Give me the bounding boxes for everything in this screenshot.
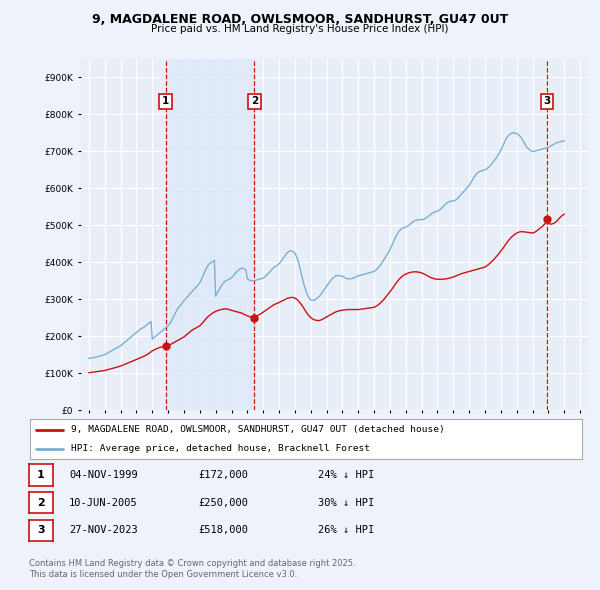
Text: £250,000: £250,000 <box>198 498 248 507</box>
Text: This data is licensed under the Open Government Licence v3.0.: This data is licensed under the Open Gov… <box>29 570 297 579</box>
Text: 3: 3 <box>37 526 44 535</box>
Text: 9, MAGDALENE ROAD, OWLSMOOR, SANDHURST, GU47 0UT: 9, MAGDALENE ROAD, OWLSMOOR, SANDHURST, … <box>92 13 508 26</box>
Text: 04-NOV-1999: 04-NOV-1999 <box>69 470 138 480</box>
Text: 27-NOV-2023: 27-NOV-2023 <box>69 526 138 535</box>
Text: 30% ↓ HPI: 30% ↓ HPI <box>318 498 374 507</box>
Text: 26% ↓ HPI: 26% ↓ HPI <box>318 526 374 535</box>
Text: Price paid vs. HM Land Registry's House Price Index (HPI): Price paid vs. HM Land Registry's House … <box>151 24 449 34</box>
Text: £518,000: £518,000 <box>198 526 248 535</box>
Text: 9, MAGDALENE ROAD, OWLSMOOR, SANDHURST, GU47 0UT (detached house): 9, MAGDALENE ROAD, OWLSMOOR, SANDHURST, … <box>71 425 445 434</box>
Text: 24% ↓ HPI: 24% ↓ HPI <box>318 470 374 480</box>
Text: HPI: Average price, detached house, Bracknell Forest: HPI: Average price, detached house, Brac… <box>71 444 370 454</box>
Text: 1: 1 <box>37 470 44 480</box>
Bar <box>166 59 254 410</box>
Text: 10-JUN-2005: 10-JUN-2005 <box>69 498 138 507</box>
Text: 2: 2 <box>37 498 44 507</box>
Text: Contains HM Land Registry data © Crown copyright and database right 2025.: Contains HM Land Registry data © Crown c… <box>29 559 355 568</box>
Text: 2: 2 <box>251 96 258 106</box>
Text: £172,000: £172,000 <box>198 470 248 480</box>
Text: 3: 3 <box>543 96 550 106</box>
Text: 1: 1 <box>162 96 169 106</box>
